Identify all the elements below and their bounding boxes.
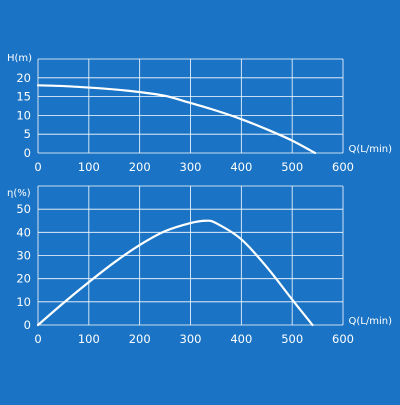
chart1-x-tick-label: 100 — [78, 160, 100, 174]
chart2-y-tick-label: 0 — [24, 318, 31, 332]
chart2-x-tick-label: 500 — [281, 332, 303, 346]
chart1-y-tick-label: 0 — [24, 146, 31, 160]
chart2-x-tick-label: 400 — [230, 332, 252, 346]
chart1-y-axis-label: H(m) — [7, 53, 32, 64]
chart1-x-tick-label: 300 — [180, 160, 202, 174]
chart1-x-tick-label: 500 — [281, 160, 303, 174]
chart1-x-tick-label: 200 — [129, 160, 151, 174]
chart2-x-tick-label: 200 — [129, 332, 151, 346]
chart2-x-axis-label: Q(L/min) — [349, 316, 393, 327]
chart2-series-line — [36, 219, 314, 327]
chart2-x-tick-label: 0 — [34, 332, 41, 346]
chart1-y-tick-label: 15 — [16, 90, 31, 104]
chart2-x-tick-label: 300 — [180, 332, 202, 346]
chart1-x-axis-label: Q(L/min) — [349, 144, 393, 155]
chart2-y-tick-label: 40 — [16, 225, 31, 239]
chart1-x-tick-label: 600 — [332, 160, 354, 174]
chart2-y-tick-label: 50 — [16, 202, 31, 216]
chart1-series-line — [36, 84, 317, 155]
chart2-y-tick-label: 20 — [16, 272, 31, 286]
chart1-y-tick-label: 10 — [16, 108, 31, 122]
chart2-x-tick-label: 600 — [332, 332, 354, 346]
chart1-y-tick-label: 5 — [24, 127, 31, 141]
chart2-y-axis-label: η(%) — [7, 188, 31, 199]
chart2-y-tick-label: 10 — [16, 295, 31, 309]
chart2-y-tick-label: 30 — [16, 249, 31, 263]
chart1-x-tick-label: 400 — [230, 160, 252, 174]
chart2-x-tick-label: 100 — [78, 332, 100, 346]
chart1-y-tick-label: 20 — [16, 71, 31, 85]
chart1-x-tick-label: 0 — [34, 160, 41, 174]
